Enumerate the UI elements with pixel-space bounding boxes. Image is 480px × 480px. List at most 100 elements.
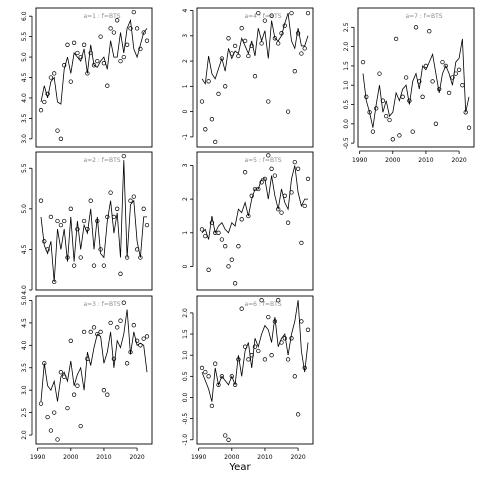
observed-point (223, 244, 228, 249)
observed-point (71, 263, 77, 268)
observed-point (252, 74, 258, 79)
observed-point (65, 42, 70, 47)
observed-point (279, 210, 284, 215)
observed-point (65, 405, 70, 411)
y-tick-label: 5.0 (21, 296, 28, 306)
panel-label: a=2 : f=BTS (83, 157, 120, 164)
observed-point (219, 374, 225, 379)
observed-point (81, 218, 87, 224)
observed-point (58, 222, 64, 228)
x-tick-label: 2020 (290, 454, 305, 461)
observed-point (48, 428, 54, 433)
observed-point (282, 193, 287, 198)
observed-point (144, 38, 150, 43)
observed-point (266, 153, 271, 158)
observed-point (259, 180, 264, 185)
observed-point (246, 213, 251, 219)
observed-point (456, 67, 462, 72)
observed-point (203, 127, 208, 132)
observed-point (128, 349, 133, 355)
observed-point (124, 361, 130, 366)
observed-point (108, 190, 113, 195)
observed-point (466, 125, 472, 130)
observed-point (279, 31, 284, 36)
observed-point (81, 42, 87, 47)
observed-point (443, 63, 448, 69)
panel-2: a=2 : f=BTS 4.0 4.5 5.0 5.5 (21, 151, 153, 295)
observed-point (131, 194, 136, 199)
observed-point (199, 99, 205, 104)
x-tick-label: 2000 (385, 157, 400, 164)
observed-point (380, 98, 386, 103)
observed-point (463, 110, 468, 115)
observed-point (249, 193, 254, 198)
observed-point (229, 257, 234, 262)
observed-point (209, 117, 215, 122)
observed-point (239, 26, 244, 31)
observed-point (42, 361, 47, 366)
observed-point (144, 334, 150, 339)
observed-point (213, 139, 218, 145)
observed-point (302, 46, 307, 51)
observed-point (246, 357, 251, 362)
observed-point (259, 41, 264, 46)
x-axis-title: Year (228, 462, 251, 473)
x-tick-label: 1990 (352, 157, 367, 164)
observed-point (252, 344, 258, 349)
observed-point (229, 374, 234, 379)
observed-point (453, 71, 458, 76)
x-tick-label: 2010 (96, 454, 111, 461)
y-tick-label: 1.0 (182, 350, 189, 360)
panel-frame (35, 7, 153, 148)
observed-point (62, 218, 67, 224)
observed-point (360, 59, 366, 65)
observed-point (242, 38, 248, 44)
observed-point (101, 388, 107, 393)
y-tick-label: 5.5 (21, 163, 28, 173)
observed-point (75, 226, 80, 232)
observed-point (101, 61, 107, 66)
observed-point (42, 99, 47, 105)
observed-point (276, 207, 281, 212)
observed-point (75, 50, 80, 56)
observed-point (289, 10, 294, 16)
observed-point (305, 176, 311, 182)
observed-point (229, 51, 234, 56)
observed-point (105, 392, 110, 397)
observed-point (400, 94, 405, 99)
observed-point (88, 50, 93, 56)
y-tick-label: 3.5 (21, 363, 28, 373)
observed-point (272, 173, 278, 178)
observed-point (55, 437, 60, 442)
observed-point (75, 383, 80, 388)
y-tick-label: 2.0 (21, 430, 28, 440)
observed-point (48, 214, 54, 220)
y-tick-label: 3 (182, 34, 189, 38)
observed-point (91, 63, 97, 68)
x-tick-label: 2020 (129, 454, 144, 461)
observed-point (289, 190, 294, 195)
y-tick-label: 3 (182, 163, 189, 167)
observed-point (121, 300, 126, 305)
observed-point (216, 382, 221, 387)
panel-7: a=7 : f=BTS -0.5 0.0 0.5 1.0 1.5 2.0 2.5 1990 200… (343, 7, 475, 164)
observed-point (367, 110, 372, 115)
observed-point (216, 230, 221, 235)
observed-point (42, 239, 47, 244)
observed-point (55, 218, 60, 224)
observed-point (118, 58, 123, 64)
observed-point (295, 31, 301, 36)
observed-point (124, 42, 130, 47)
observed-point (276, 298, 281, 303)
observed-point (272, 36, 278, 41)
observed-point (38, 198, 44, 203)
y-tick-label: 0.0 (343, 119, 350, 129)
y-tick-label: 2 (182, 197, 189, 201)
observed-point (282, 336, 287, 341)
observed-point (138, 46, 143, 52)
fitted-series-line (40, 309, 148, 402)
observed-point (45, 91, 50, 97)
x-tick-label: 1990 (191, 454, 206, 461)
panel-frame (196, 295, 314, 445)
observed-point (124, 255, 130, 260)
